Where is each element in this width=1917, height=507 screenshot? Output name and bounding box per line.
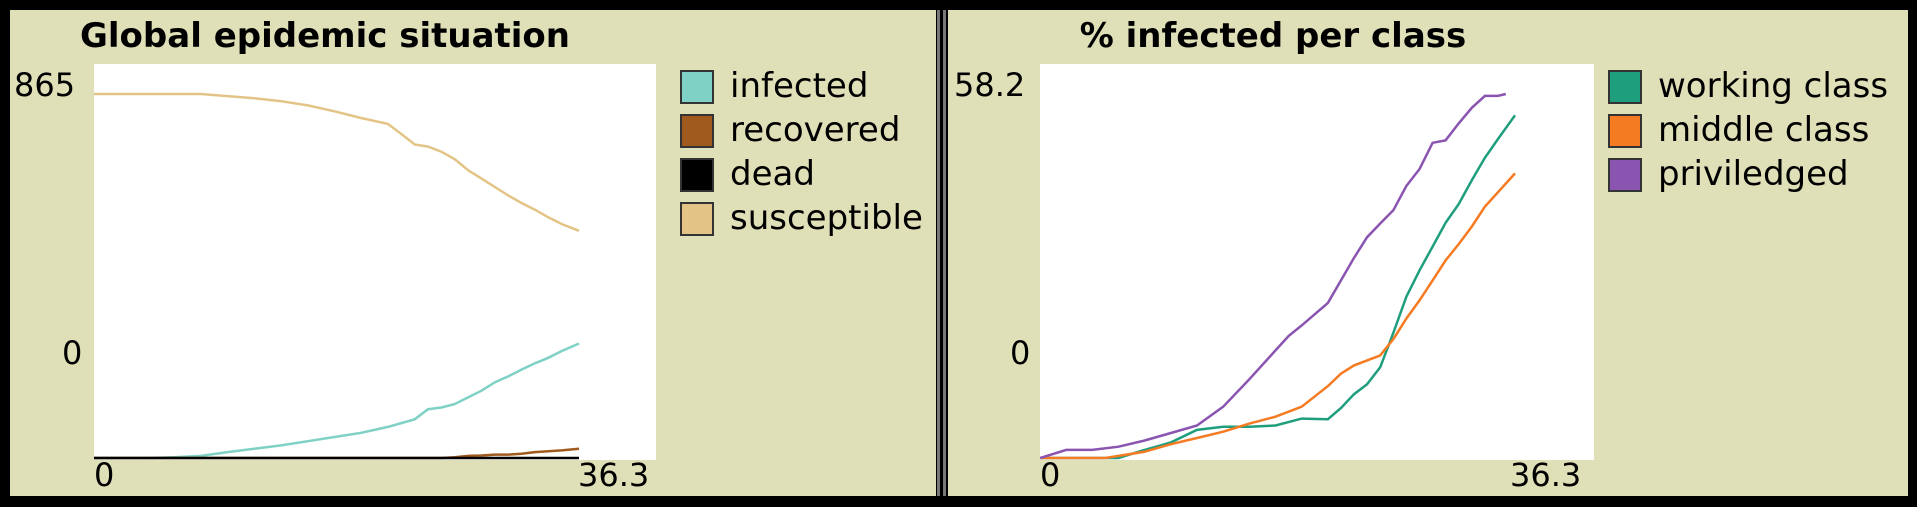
legend-label: dead [730, 154, 815, 194]
plot-svg [94, 92, 580, 460]
legend-swatch [680, 158, 714, 192]
class-plot-panel: % infected per class 58.2 0 0 36.3 worki… [948, 10, 1908, 496]
legend: infected recovered dead susceptible [680, 66, 930, 266]
legend-swatch [1608, 114, 1642, 148]
y-max-tick: 58.2 [954, 66, 1026, 104]
panel-divider [943, 10, 946, 496]
panel-divider [937, 10, 940, 496]
legend-label: infected [730, 66, 869, 106]
series-line-working-class [1040, 114, 1517, 460]
legend-swatch [680, 114, 714, 148]
epidemic-plot-panel: Global epidemic situation 865 0 0 36.3 i… [10, 10, 936, 496]
series-line-priviledged [1040, 92, 1507, 460]
plot-area [1040, 64, 1594, 460]
legend-swatch [680, 202, 714, 236]
x-max-tick: 36.3 [578, 456, 650, 494]
plot-title: Global epidemic situation [80, 16, 570, 56]
plot-title: % infected per class [1079, 16, 1467, 56]
legend-label: working class [1658, 66, 1889, 106]
x-min-tick: 0 [94, 456, 115, 494]
series-line-infected [94, 342, 580, 460]
legend-swatch [1608, 70, 1642, 104]
x-max-tick: 36.3 [1510, 456, 1582, 494]
legend-swatch [1608, 158, 1642, 192]
x-min-tick: 0 [1040, 456, 1061, 494]
y-max-tick: 865 [14, 66, 76, 104]
legend: working class middle class priviledged [1608, 66, 1904, 226]
series-line-middle-class [1040, 172, 1516, 460]
legend-swatch [680, 70, 714, 104]
legend-label: recovered [730, 110, 901, 150]
y-min-tick: 0 [62, 334, 83, 372]
y-min-tick: 0 [1010, 334, 1031, 372]
legend-label: priviledged [1658, 154, 1849, 194]
plot-svg [1040, 92, 1517, 460]
series-line-susceptible [94, 92, 580, 232]
plot-area [94, 64, 656, 460]
legend-label: middle class [1658, 110, 1870, 150]
legend-label: susceptible [730, 198, 923, 238]
